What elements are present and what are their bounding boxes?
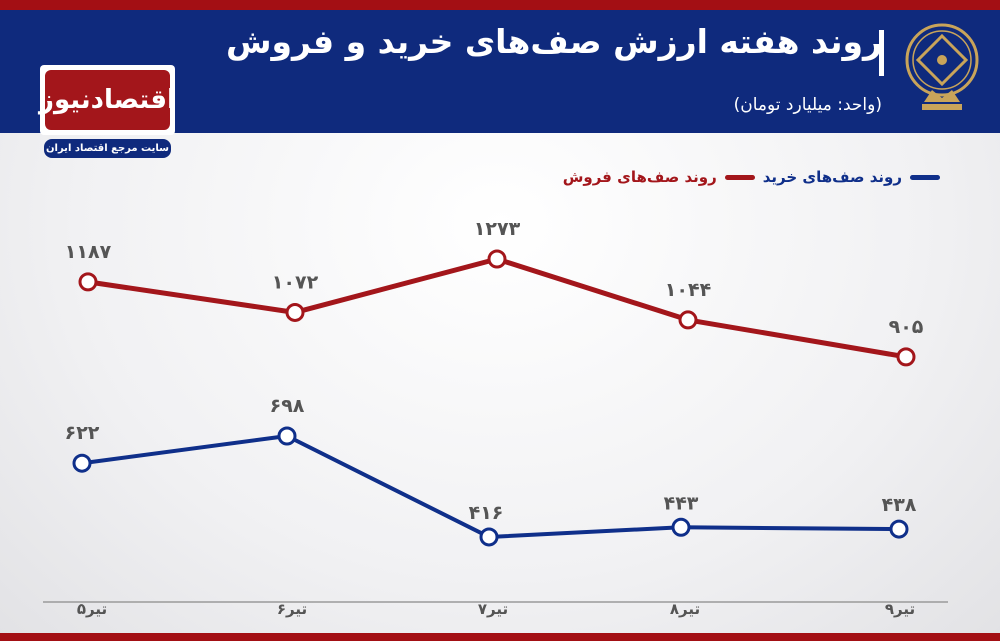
data-point [78, 272, 98, 292]
stock-exchange-emblem-icon [905, 23, 979, 110]
data-label: ۶۹۸ [270, 395, 305, 417]
data-label: ۱۰۴۴ [665, 279, 711, 301]
data-label: ۱۲۷۳ [474, 218, 521, 240]
x-tick-label: ۵تیر [77, 600, 107, 618]
data-point [678, 310, 698, 330]
x-tick-label: ۷تیر [478, 600, 508, 618]
data-label: ۴۴۳ [664, 492, 699, 514]
data-point [896, 347, 916, 367]
data-label: ۴۳۸ [882, 494, 917, 516]
data-label: ۱۰۷۲ [272, 271, 319, 293]
data-point [889, 519, 909, 539]
unit-label: (واحد: میلیارد تومان) [733, 95, 882, 115]
data-point [277, 426, 297, 446]
x-tick-label: ۸تیر [670, 600, 700, 618]
legend-swatch-buy [910, 174, 940, 180]
title-divider [879, 30, 884, 76]
legend: روند صف‌های خرید روند صف‌های فروش [563, 168, 940, 186]
data-point [671, 517, 691, 537]
legend-label-buy: روند صف‌های خرید [762, 168, 902, 186]
logo-name: اقتصادنیوز [39, 70, 176, 130]
logo: اقتصادنیوز سایت مرجع اقتصاد ایران [39, 65, 176, 160]
data-point [479, 527, 499, 547]
data-point [487, 249, 507, 269]
logo-tagline: سایت مرجع اقتصاد ایران [44, 139, 171, 158]
data-point [285, 302, 305, 322]
data-label: ۱۱۸۷ [65, 241, 112, 263]
series-line-1 [87, 256, 907, 360]
x-tick-label: ۹تیر [885, 600, 915, 618]
top-accent-bar [0, 0, 1000, 10]
chart-title: روند هفته ارزش صف‌های خرید و فروش [225, 22, 882, 61]
x-tick-label: ۶تیر [277, 600, 307, 618]
data-label: ۴۱۶ [469, 502, 504, 524]
data-label: ۶۲۲ [65, 422, 100, 444]
legend-label-sell: روند صف‌های فروش [562, 168, 717, 186]
data-point [72, 453, 92, 473]
bottom-accent-bar [0, 633, 1000, 641]
legend-swatch-sell [724, 174, 755, 180]
data-label: ۹۰۵ [889, 316, 924, 338]
